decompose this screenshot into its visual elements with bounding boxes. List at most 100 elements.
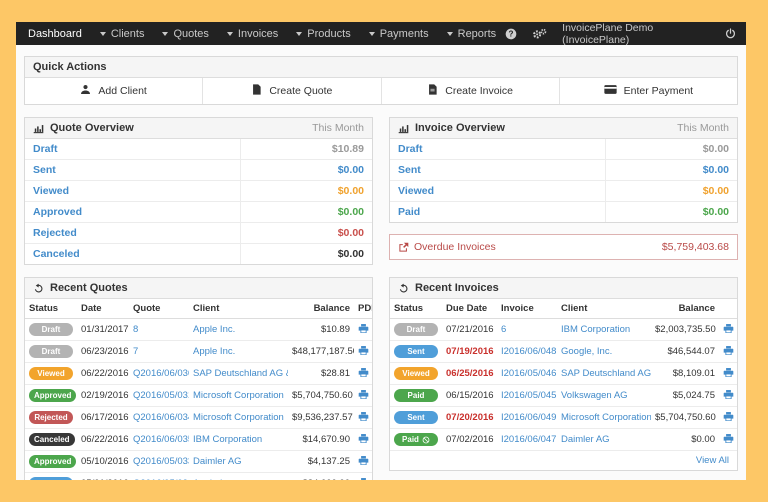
navbar-item-quotes[interactable]: Quotes bbox=[153, 22, 217, 45]
document-number-link[interactable]: Q2016/05/031 bbox=[133, 390, 189, 401]
client-link[interactable]: Daimler AG bbox=[561, 434, 610, 445]
print-icon[interactable] bbox=[358, 455, 369, 466]
help-icon[interactable]: ? bbox=[505, 28, 517, 40]
client-link[interactable]: Apple Inc. bbox=[193, 324, 236, 335]
print-icon[interactable] bbox=[723, 345, 734, 356]
navbar-item-invoices[interactable]: Invoices bbox=[218, 22, 287, 45]
invoice-overview-title: Invoice Overview bbox=[415, 122, 505, 134]
power-icon[interactable] bbox=[725, 28, 736, 39]
print-icon[interactable] bbox=[723, 323, 734, 334]
overview-amount: $0.00 bbox=[605, 202, 737, 222]
overview-link-draft[interactable]: Draft bbox=[398, 143, 423, 155]
overview-link-sent[interactable]: Sent bbox=[398, 164, 421, 176]
client-link[interactable]: Microsoft Corporation bbox=[193, 390, 284, 401]
column-header-balance: Balance bbox=[651, 299, 719, 319]
print-icon[interactable] bbox=[723, 367, 734, 378]
caret-down-icon bbox=[446, 31, 453, 36]
client-link[interactable]: Microsoft Corporation bbox=[561, 412, 651, 423]
balance-amount: $14,670.90 bbox=[288, 428, 354, 451]
client-link[interactable]: Volkswagen AG bbox=[561, 390, 628, 401]
overview-link-rejected[interactable]: Rejected bbox=[33, 227, 77, 239]
print-icon[interactable] bbox=[358, 323, 369, 334]
overview-row: Rejected $0.00 bbox=[25, 223, 372, 244]
document-number-link[interactable]: I2016/06/049 bbox=[501, 412, 557, 423]
document-number-link[interactable]: I2016/05/046 bbox=[501, 368, 557, 379]
print-icon[interactable] bbox=[723, 433, 734, 444]
client-link[interactable]: SAP Deutschland AG & Co. KG bbox=[193, 368, 288, 379]
invoice-overview-period: This Month bbox=[677, 122, 729, 134]
document-number-link[interactable]: Q2016/06/036 bbox=[133, 368, 189, 379]
balance-amount: $48,177,187.50 bbox=[288, 340, 354, 363]
add-client-button[interactable]: Add Client bbox=[25, 78, 204, 104]
invoice-overview-rows: Draft $0.00 Sent $0.00 Viewed $0.00 Paid… bbox=[390, 139, 737, 222]
print-icon[interactable] bbox=[723, 389, 734, 400]
client-link[interactable]: Google, Inc. bbox=[561, 346, 613, 357]
overdue-invoices-link[interactable]: Overdue Invoices $5,759,403.68 bbox=[389, 234, 738, 260]
document-number-link[interactable]: I2016/05/045 bbox=[501, 390, 557, 401]
navbar-item-products[interactable]: Products bbox=[287, 22, 359, 45]
overview-row: Sent $0.00 bbox=[25, 160, 372, 181]
balance-amount: $0.00 bbox=[651, 428, 719, 451]
print-icon[interactable] bbox=[723, 411, 734, 422]
table-row: Viewed 06/25/2016 I2016/05/046 SAP Deuts… bbox=[390, 362, 737, 385]
create-invoice-button[interactable]: Create Invoice bbox=[381, 78, 560, 104]
document-number-link[interactable]: 7 bbox=[133, 346, 139, 357]
client-link[interactable]: Daimler AG bbox=[193, 456, 242, 467]
client-link[interactable]: Apple Inc. bbox=[193, 346, 236, 357]
table-row: Rejected 06/17/2016 Q2016/06/034 Microso… bbox=[25, 406, 372, 429]
navbar-item-dashboard[interactable]: Dashboard bbox=[28, 27, 82, 40]
print-icon[interactable] bbox=[358, 477, 369, 481]
navbar-item-clients[interactable]: Clients bbox=[91, 22, 154, 45]
client-link[interactable]: IBM Corporation bbox=[193, 434, 263, 445]
quote-overview-panel: Quote Overview This Month Draft $10.89 S… bbox=[24, 117, 373, 265]
navbar-item-reports[interactable]: Reports bbox=[438, 22, 506, 45]
status-badge: Draft bbox=[394, 323, 438, 336]
column-header-quote: Quote bbox=[129, 299, 189, 319]
print-icon[interactable] bbox=[358, 345, 369, 356]
print-icon[interactable] bbox=[358, 411, 369, 422]
status-badge: Draft bbox=[29, 323, 73, 336]
bar-chart-icon bbox=[398, 123, 409, 134]
table-row: Draft 01/31/2017 8 Apple Inc. $10.89 bbox=[25, 318, 372, 341]
overview-link-draft[interactable]: Draft bbox=[33, 143, 58, 155]
print-icon[interactable] bbox=[358, 367, 369, 378]
overview-link-viewed[interactable]: Viewed bbox=[33, 185, 69, 197]
document-number-link[interactable]: Q2016/06/034 bbox=[133, 412, 189, 423]
gears-icon[interactable] bbox=[532, 28, 547, 40]
invoiceplane-app-window: Dashboard Clients Quotes Invoices Produc… bbox=[16, 22, 746, 480]
overview-link-canceled[interactable]: Canceled bbox=[33, 248, 80, 260]
caret-down-icon bbox=[296, 31, 303, 36]
recent-invoices-title: Recent Invoices bbox=[415, 282, 499, 294]
overview-link-paid[interactable]: Paid bbox=[398, 206, 421, 218]
overview-link-viewed[interactable]: Viewed bbox=[398, 185, 434, 197]
overview-link-sent[interactable]: Sent bbox=[33, 164, 56, 176]
document-number-link[interactable]: 8 bbox=[133, 324, 139, 335]
document-number-link[interactable]: Q2016/06/035 bbox=[133, 434, 189, 445]
enter-payment-button[interactable]: Enter Payment bbox=[559, 78, 737, 104]
overview-link-approved[interactable]: Approved bbox=[33, 206, 83, 218]
document-number-link[interactable]: Q2016/05/033 bbox=[133, 456, 189, 467]
navbar-item-payments[interactable]: Payments bbox=[360, 22, 438, 45]
bar-chart-icon bbox=[33, 123, 44, 134]
date-cell: 05/10/2016 bbox=[77, 450, 129, 473]
client-link[interactable]: Apple Inc. bbox=[193, 478, 235, 480]
overview-amount: $0.00 bbox=[240, 160, 372, 180]
user-menu[interactable]: InvoicePlane Demo (InvoicePlane) bbox=[562, 22, 654, 46]
column-header-pdf: PDF bbox=[354, 299, 372, 319]
recent-invoices-panel: Recent Invoices Status Due Date Invoice Cli… bbox=[389, 277, 738, 471]
create-quote-button[interactable]: Create Quote bbox=[203, 78, 382, 104]
document-number-link[interactable]: I2016/06/047 bbox=[501, 434, 557, 445]
history-icon bbox=[398, 283, 409, 294]
status-badge: Sent bbox=[29, 477, 73, 480]
client-link[interactable]: SAP Deutschland AG & Co. KG bbox=[561, 368, 651, 379]
document-number-link[interactable]: I2016/06/048 bbox=[501, 346, 557, 357]
client-link[interactable]: IBM Corporation bbox=[561, 324, 631, 335]
document-number-link[interactable]: 6 bbox=[501, 324, 507, 335]
view-all-invoices-link[interactable]: View All bbox=[695, 455, 729, 466]
svg-text:?: ? bbox=[509, 29, 514, 38]
print-icon[interactable] bbox=[358, 389, 369, 400]
print-icon[interactable] bbox=[358, 433, 369, 444]
client-link[interactable]: Microsoft Corporation bbox=[193, 412, 284, 423]
invoice-overview-panel: Invoice Overview This Month Draft $0.00 … bbox=[389, 117, 738, 223]
document-number-link[interactable]: Q2016/05/032 bbox=[133, 478, 189, 480]
